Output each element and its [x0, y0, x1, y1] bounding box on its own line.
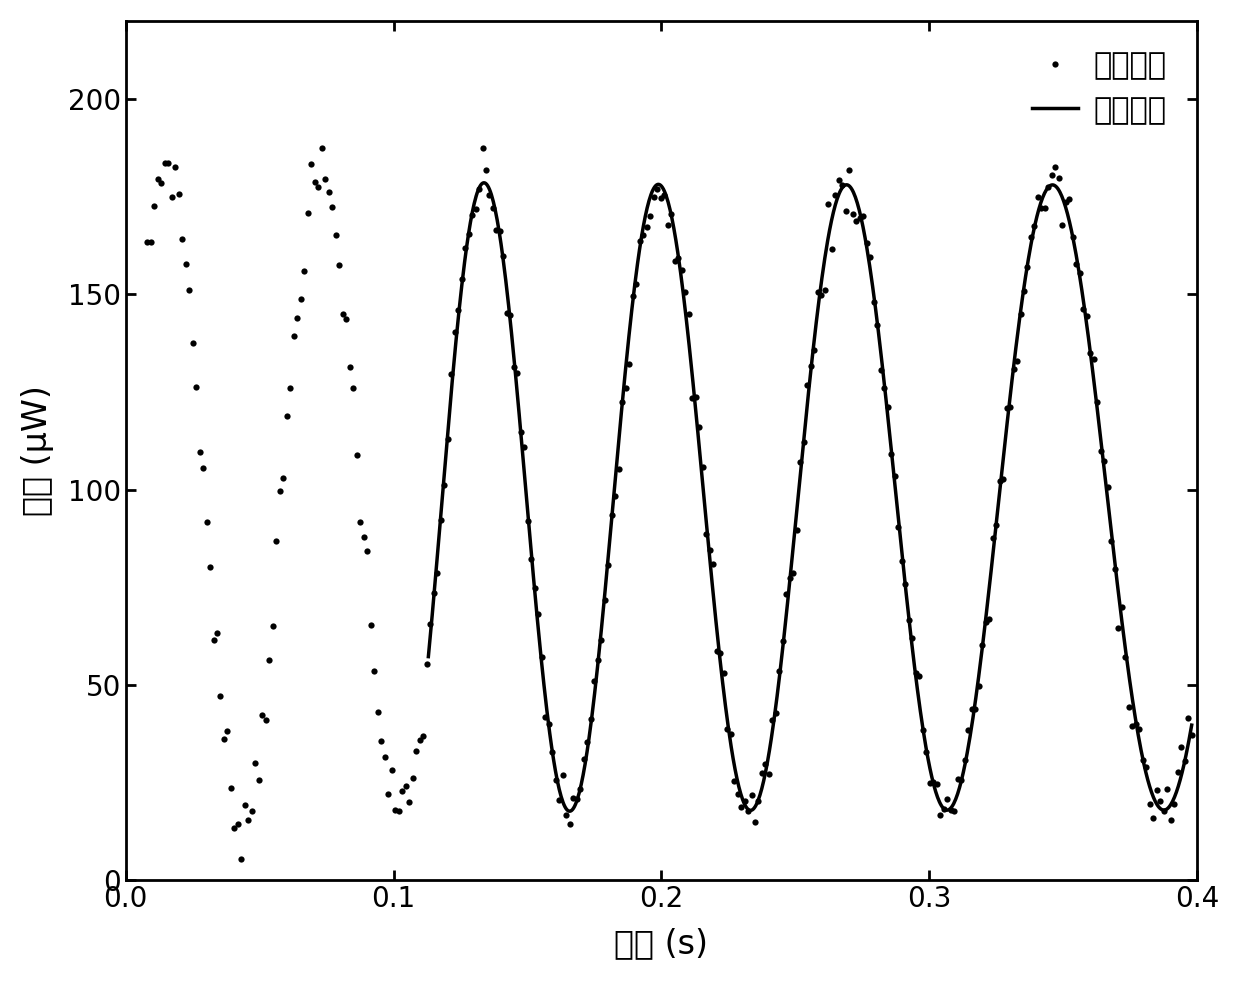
- Legend: 实验数据, 拟合曲线: 实验数据, 拟合曲线: [1017, 36, 1182, 140]
- 实验数据: [140, 236, 155, 248]
- 拟合曲线: [420, 650, 435, 662]
- Y-axis label: 功率 (μW): 功率 (μW): [21, 386, 53, 516]
- 实验数据: [1027, 220, 1042, 232]
- 实验数据: [475, 142, 490, 154]
- 实验数据: [765, 714, 780, 726]
- 实验数据: [769, 706, 784, 718]
- Line: 拟合曲线: 拟合曲线: [428, 182, 1192, 811]
- 拟合曲线: [1080, 325, 1095, 336]
- 实验数据: [143, 236, 157, 248]
- 实验数据: [1094, 445, 1109, 457]
- 实验数据: [234, 852, 249, 864]
- 拟合曲线: [562, 805, 577, 817]
- X-axis label: 时间 (s): 时间 (s): [614, 927, 708, 960]
- 拟合曲线: [887, 467, 901, 479]
- Line: 实验数据: 实验数据: [144, 145, 1195, 861]
- 实验数据: [786, 568, 801, 580]
- 拟合曲线: [866, 287, 880, 299]
- 拟合曲线: [1184, 719, 1199, 731]
- 实验数据: [1184, 729, 1199, 741]
- 拟合曲线: [1002, 398, 1017, 410]
- 拟合曲线: [909, 677, 924, 689]
- 拟合曲线: [467, 194, 482, 206]
- 拟合曲线: [476, 177, 491, 188]
